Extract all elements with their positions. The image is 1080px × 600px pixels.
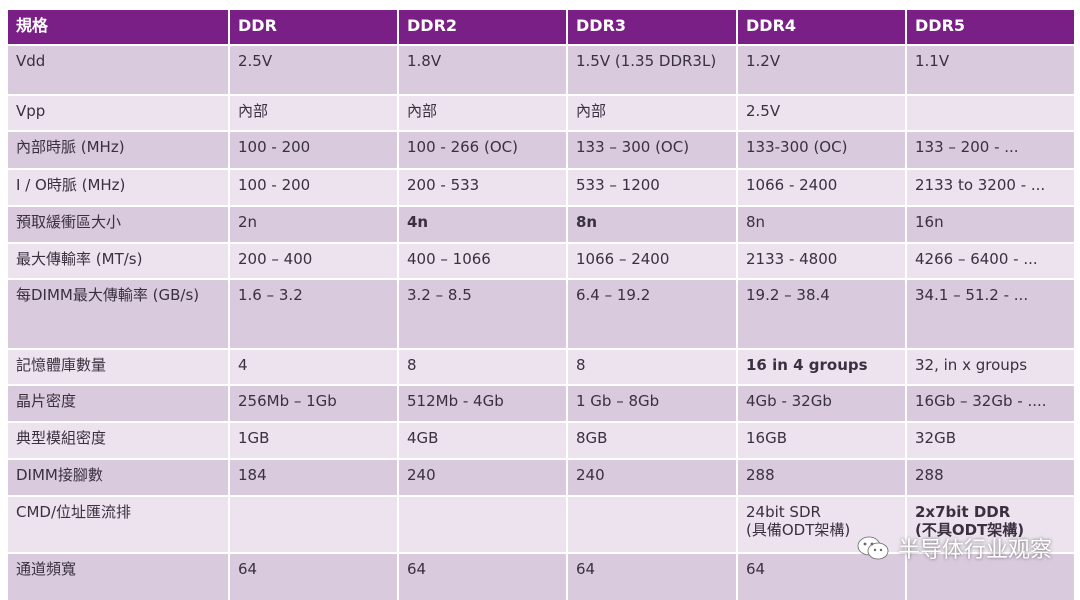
row-label: 內部時脈 (MHz) xyxy=(8,132,228,168)
table-cell: 200 - 533 xyxy=(399,170,566,205)
row-label: Vpp xyxy=(8,96,228,130)
table-cell: 133 – 200 - ... xyxy=(907,132,1074,168)
table-cell: 3.2 – 8.5 xyxy=(399,280,566,348)
watermark: 半导体行业观察 xyxy=(856,532,1052,564)
header-ddr2: DDR2 xyxy=(399,10,566,44)
table-cell: 內部 xyxy=(568,96,736,130)
table-cell: 8GB xyxy=(568,423,736,458)
table-cell: 32GB xyxy=(907,423,1074,458)
row-label: Vdd xyxy=(8,46,228,94)
header-ddr: DDR xyxy=(230,10,397,44)
header-ddr4: DDR4 xyxy=(738,10,905,44)
table-cell: 256Mb – 1Gb xyxy=(230,386,397,421)
table-cell: 400 – 1066 xyxy=(399,244,566,278)
table-cell xyxy=(568,497,736,552)
table-cell: 1.5V (1.35 DDR3L) xyxy=(568,46,736,94)
header-ddr5: DDR5 xyxy=(907,10,1074,44)
header-spec: 規格 xyxy=(8,10,228,44)
table-cell: 4n xyxy=(399,207,566,242)
table-cell: 16 in 4 groups xyxy=(738,350,905,384)
table-cell xyxy=(230,497,397,552)
table-cell: 1.2V xyxy=(738,46,905,94)
table-cell: 34.1 – 51.2 - ... xyxy=(907,280,1074,348)
table-cell: 8 xyxy=(568,350,736,384)
row-label: 最大傳輸率 (MT/s) xyxy=(8,244,228,278)
table-cell: 240 xyxy=(568,460,736,495)
table-cell: 16n xyxy=(907,207,1074,242)
table-cell: 288 xyxy=(907,460,1074,495)
table-cell: 1.8V xyxy=(399,46,566,94)
table-cell: 184 xyxy=(230,460,397,495)
table-cell: 240 xyxy=(399,460,566,495)
table-cell xyxy=(399,497,566,552)
table-cell: 100 - 200 xyxy=(230,170,397,205)
table-cell: 533 – 1200 xyxy=(568,170,736,205)
table-cell: 1.6 – 3.2 xyxy=(230,280,397,348)
table-cell: 100 - 266 (OC) xyxy=(399,132,566,168)
row-label: 晶片密度 xyxy=(8,386,228,421)
row-label: 通道頻寬 xyxy=(8,554,228,600)
table-cell: 100 - 200 xyxy=(230,132,397,168)
table-cell xyxy=(907,554,1074,600)
table-cell: 4GB xyxy=(399,423,566,458)
table-cell: 32, in x groups xyxy=(907,350,1074,384)
table-cell: 64 xyxy=(230,554,397,600)
table-cell: 8n xyxy=(738,207,905,242)
table-cell: 4266 – 6400 - ... xyxy=(907,244,1074,278)
row-label: CMD/位址匯流排 xyxy=(8,497,228,552)
table-cell: 1GB xyxy=(230,423,397,458)
table-cell: 1.1V xyxy=(907,46,1074,94)
table-cell: 8n xyxy=(568,207,736,242)
table-cell: 2133 to 3200 - ... xyxy=(907,170,1074,205)
table-cell: 200 – 400 xyxy=(230,244,397,278)
table-cell: 288 xyxy=(738,460,905,495)
table-cell: 512Mb - 4Gb xyxy=(399,386,566,421)
table-cell: 4 xyxy=(230,350,397,384)
table-cell: 2x7bit DDR (不具ODT架構) xyxy=(907,497,1074,552)
table-cell: 2.5V xyxy=(738,96,905,130)
table-cell: 133-300 (OC) xyxy=(738,132,905,168)
table-cell: 6.4 – 19.2 xyxy=(568,280,736,348)
row-label: 典型模組密度 xyxy=(8,423,228,458)
ddr-spec-table: 規格 DDR DDR2 DDR3 DDR4 DDR5 Vdd 2.5V 1.8V 1.5V (1.… xyxy=(8,10,1074,600)
header-ddr3: DDR3 xyxy=(568,10,736,44)
table-cell: 64 xyxy=(738,554,905,600)
row-label: 預取緩衝區大小 xyxy=(8,207,228,242)
table-cell: 133 – 300 (OC) xyxy=(568,132,736,168)
table-cell: 8 xyxy=(399,350,566,384)
table-cell: 內部 xyxy=(399,96,566,130)
table-cell: 64 xyxy=(399,554,566,600)
row-label: 記憶體庫數量 xyxy=(8,350,228,384)
row-label: DIMM接腳數 xyxy=(8,460,228,495)
table-cell: 4Gb - 32Gb xyxy=(738,386,905,421)
table-cell: 16GB xyxy=(738,423,905,458)
table-cell: 內部 xyxy=(230,96,397,130)
table-cell: 64 xyxy=(568,554,736,600)
table-cell: 1066 - 2400 xyxy=(738,170,905,205)
row-label: 每DIMM最大傳輸率 (GB/s) xyxy=(8,280,228,348)
table-cell: 2.5V xyxy=(230,46,397,94)
table-cell: 2133 - 4800 xyxy=(738,244,905,278)
table-cell: 16Gb – 32Gb - .... xyxy=(907,386,1074,421)
table-cell: 19.2 – 38.4 xyxy=(738,280,905,348)
table-cell: 1 Gb – 8Gb xyxy=(568,386,736,421)
wechat-icon xyxy=(856,535,890,561)
row-label: I / O時脈 (MHz) xyxy=(8,170,228,205)
table-cell: 24bit SDR (具備ODT架構) xyxy=(738,497,905,552)
table-cell: 1066 – 2400 xyxy=(568,244,736,278)
table-cell xyxy=(907,96,1074,130)
watermark-text: 半导体行业观察 xyxy=(897,538,1052,563)
table-cell: 2n xyxy=(230,207,397,242)
